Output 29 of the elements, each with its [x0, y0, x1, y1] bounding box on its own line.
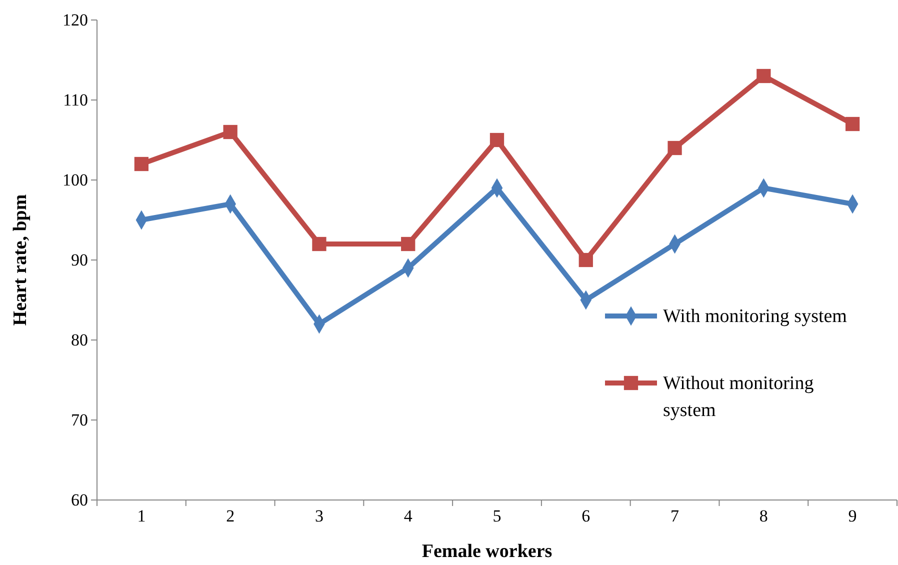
point [134, 156, 149, 172]
x-tick-label: 4 [404, 506, 413, 526]
y-tick-label: 90 [71, 250, 88, 270]
point [668, 140, 682, 156]
y-tick-label: 120 [62, 10, 88, 30]
point [312, 236, 326, 252]
y-tick-label: 80 [71, 330, 88, 350]
x-tick-label: 6 [582, 506, 590, 526]
x-tick-label: 8 [759, 506, 768, 526]
point [490, 132, 504, 148]
legend-label: With monitoring system [663, 306, 848, 327]
x-tick-label: 7 [670, 506, 680, 526]
x-tick-label: 5 [492, 506, 502, 526]
y-axis-title: Heart rate, bpm [10, 194, 31, 326]
x-tick-label: 3 [314, 506, 324, 526]
x-tick-label: 1 [137, 506, 146, 526]
legend-label: Without monitoring system [663, 373, 814, 421]
y-tick-label: 70 [71, 410, 88, 430]
x-tick-label: 9 [848, 506, 857, 526]
point [756, 68, 771, 84]
point [845, 116, 860, 132]
point [223, 124, 238, 140]
point [578, 252, 593, 268]
y-tick-label: 60 [71, 490, 88, 510]
point [401, 236, 416, 252]
y-tick-label: 110 [63, 90, 88, 110]
x-axis-title: Female workers [422, 541, 552, 562]
y-tick-label: 100 [62, 170, 88, 190]
x-tick-label: 2 [226, 506, 235, 526]
